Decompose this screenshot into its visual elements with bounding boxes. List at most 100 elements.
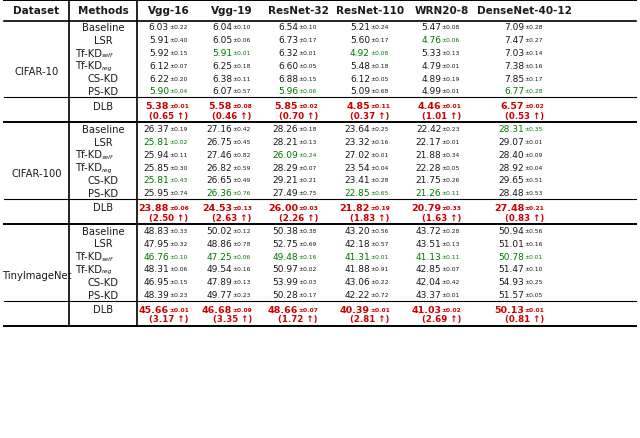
- Text: 6.32: 6.32: [278, 49, 298, 58]
- Text: 21.26: 21.26: [416, 189, 442, 198]
- Text: 20.79: 20.79: [412, 203, 442, 212]
- Text: ±0.03: ±0.03: [298, 279, 316, 285]
- Text: 50.28: 50.28: [273, 290, 298, 299]
- Text: 25.85: 25.85: [143, 163, 169, 172]
- Text: LSR: LSR: [94, 239, 113, 249]
- Text: ±0.06: ±0.06: [169, 205, 189, 210]
- Text: ResNet-32: ResNet-32: [268, 6, 328, 16]
- Text: ±0.22: ±0.22: [370, 279, 388, 285]
- Text: 29.65: 29.65: [499, 176, 524, 185]
- Text: 27.49: 27.49: [273, 189, 298, 198]
- Text: ±0.01: ±0.01: [442, 89, 460, 94]
- Text: ±0.78: ±0.78: [232, 241, 250, 246]
- Text: PS-KD: PS-KD: [88, 290, 118, 300]
- Text: ±0.28: ±0.28: [524, 25, 543, 30]
- Text: (0.37 ↑): (0.37 ↑): [350, 112, 390, 120]
- Text: ±0.28: ±0.28: [442, 229, 460, 233]
- Text: ±0.14: ±0.14: [524, 51, 543, 56]
- Text: ±0.01: ±0.01: [442, 140, 460, 145]
- Text: (1.72 ↑): (1.72 ↑): [278, 314, 318, 324]
- Text: ±0.10: ±0.10: [524, 267, 543, 272]
- Text: 50.13: 50.13: [494, 305, 524, 314]
- Text: PS-KD: PS-KD: [88, 188, 118, 198]
- Text: 48.39: 48.39: [143, 290, 169, 299]
- Text: 25.95: 25.95: [143, 189, 169, 198]
- Text: 47.89: 47.89: [207, 278, 232, 286]
- Text: 22.42: 22.42: [416, 125, 442, 134]
- Text: 29.07: 29.07: [499, 138, 524, 147]
- Text: 25.94: 25.94: [143, 151, 169, 159]
- Text: 42.18: 42.18: [344, 239, 370, 248]
- Text: ±0.06: ±0.06: [232, 254, 250, 259]
- Text: Vgg-19: Vgg-19: [211, 6, 253, 16]
- Text: ±0.05: ±0.05: [370, 76, 388, 81]
- Text: ±0.26: ±0.26: [442, 178, 460, 183]
- Text: 5.96: 5.96: [278, 87, 298, 96]
- Text: ±0.74: ±0.74: [169, 191, 188, 196]
- Text: 26.75: 26.75: [207, 138, 232, 147]
- Text: 5.91: 5.91: [212, 49, 232, 58]
- Text: 51.47: 51.47: [499, 265, 524, 274]
- Text: 6.25: 6.25: [212, 62, 232, 71]
- Text: 29.21: 29.21: [273, 176, 298, 185]
- Text: ±0.25: ±0.25: [370, 127, 388, 132]
- Text: self: self: [102, 256, 113, 261]
- Text: 21.82: 21.82: [340, 203, 370, 212]
- Text: ±0.19: ±0.19: [370, 205, 390, 210]
- Text: 42.22: 42.22: [344, 290, 370, 299]
- Text: ±0.32: ±0.32: [169, 241, 188, 246]
- Text: 42.04: 42.04: [416, 278, 442, 286]
- Text: ±0.28: ±0.28: [370, 178, 388, 183]
- Text: 26.37: 26.37: [143, 125, 169, 134]
- Text: ±0.01: ±0.01: [524, 140, 543, 145]
- Text: 48.31: 48.31: [143, 265, 169, 274]
- Text: 51.57: 51.57: [499, 290, 524, 299]
- Text: CS-KD: CS-KD: [88, 277, 119, 287]
- Text: 43.06: 43.06: [344, 278, 370, 286]
- Text: 51.01: 51.01: [499, 239, 524, 248]
- Text: ±0.07: ±0.07: [442, 267, 460, 272]
- Text: ±0.04: ±0.04: [169, 89, 188, 94]
- Text: 46.68: 46.68: [202, 305, 232, 314]
- Text: ±0.07: ±0.07: [298, 165, 317, 170]
- Text: ±0.01: ±0.01: [232, 51, 250, 56]
- Text: TinyImageNet: TinyImageNet: [2, 270, 71, 280]
- Text: 27.48: 27.48: [494, 203, 524, 212]
- Text: 22.17: 22.17: [416, 138, 442, 147]
- Text: self: self: [102, 155, 113, 159]
- Text: ±0.08: ±0.08: [232, 104, 252, 109]
- Text: ±0.35: ±0.35: [524, 127, 543, 132]
- Text: 48.86: 48.86: [207, 239, 232, 248]
- Text: (3.35 ↑): (3.35 ↑): [212, 314, 252, 324]
- Text: 6.60: 6.60: [278, 62, 298, 71]
- Text: 50.02: 50.02: [207, 226, 232, 236]
- Text: ±0.09: ±0.09: [232, 307, 252, 312]
- Text: 26.09: 26.09: [273, 151, 298, 159]
- Text: ±0.28: ±0.28: [524, 89, 543, 94]
- Text: ±0.02: ±0.02: [524, 104, 544, 109]
- Text: 7.09: 7.09: [504, 23, 524, 32]
- Text: 5.38: 5.38: [145, 102, 169, 111]
- Text: 23.41: 23.41: [344, 176, 370, 185]
- Text: 50.94: 50.94: [499, 226, 524, 236]
- Text: ±0.01: ±0.01: [370, 152, 388, 157]
- Text: ±0.02: ±0.02: [298, 267, 317, 272]
- Text: 5.09: 5.09: [350, 87, 370, 96]
- Text: ±0.45: ±0.45: [232, 140, 250, 145]
- Text: 47.25: 47.25: [207, 252, 232, 261]
- Text: ±0.05: ±0.05: [524, 292, 543, 297]
- Text: ±0.24: ±0.24: [298, 152, 317, 157]
- Text: 41.88: 41.88: [344, 265, 370, 274]
- Text: 28.26: 28.26: [273, 125, 298, 134]
- Text: reg: reg: [102, 66, 113, 71]
- Text: CS-KD: CS-KD: [88, 176, 119, 185]
- Text: 27.46: 27.46: [207, 151, 232, 159]
- Text: 24.53: 24.53: [202, 203, 232, 212]
- Text: ±0.23: ±0.23: [232, 292, 250, 297]
- Text: 26.82: 26.82: [207, 163, 232, 172]
- Text: 4.99: 4.99: [421, 87, 442, 96]
- Text: ±0.13: ±0.13: [232, 279, 250, 285]
- Text: ±0.01: ±0.01: [442, 104, 461, 109]
- Text: ±0.23: ±0.23: [442, 127, 460, 132]
- Text: 53.99: 53.99: [273, 278, 298, 286]
